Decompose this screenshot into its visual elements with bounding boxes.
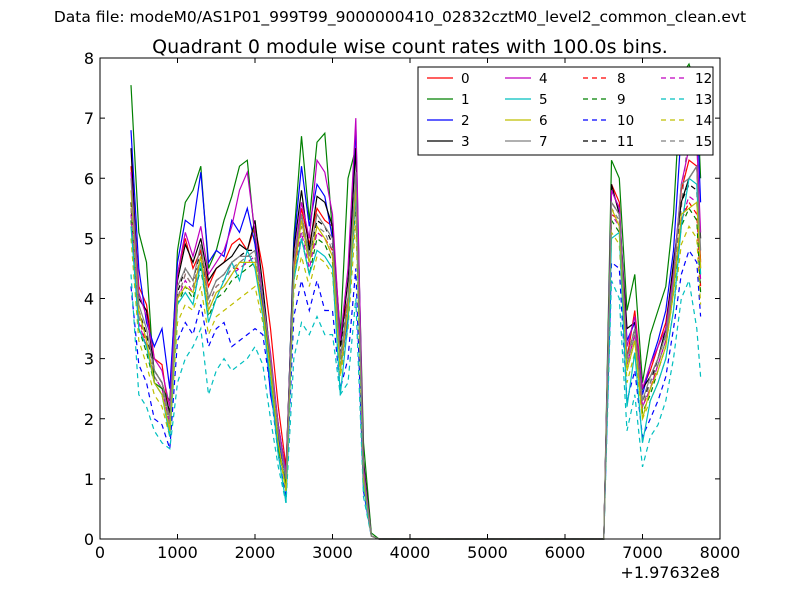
legend-label-6: 6 bbox=[539, 113, 548, 129]
series-11-line bbox=[130, 178, 702, 540]
legend-label-13: 13 bbox=[695, 92, 712, 108]
x-offset-text: +1.97632e8 bbox=[620, 563, 720, 582]
legend-label-5: 5 bbox=[539, 92, 548, 108]
legend-label-15: 15 bbox=[695, 134, 712, 150]
y-tick-label: 8 bbox=[84, 49, 94, 68]
series-13-line bbox=[130, 274, 702, 540]
figure-suptitle: Data file: modeM0/AS1P01_999T99_90000004… bbox=[53, 8, 747, 26]
series-10-line bbox=[130, 249, 702, 540]
series-9-line bbox=[130, 202, 702, 540]
legend-label-8: 8 bbox=[617, 71, 626, 87]
y-tick-label: 1 bbox=[84, 470, 94, 489]
y-tick-label: 0 bbox=[84, 530, 94, 549]
legend-label-9: 9 bbox=[617, 92, 626, 108]
legend-label-3: 3 bbox=[461, 134, 470, 150]
legend-label-7: 7 bbox=[539, 134, 548, 150]
series-3-line bbox=[130, 148, 702, 540]
legend-label-12: 12 bbox=[695, 71, 712, 87]
series-15-line bbox=[130, 122, 702, 540]
x-tick-label: 1000 bbox=[157, 543, 198, 562]
x-tick-label: 8000 bbox=[700, 543, 741, 562]
y-tick-label: 3 bbox=[84, 350, 94, 369]
x-tick-label: 2000 bbox=[235, 543, 276, 562]
series-layer bbox=[130, 62, 702, 540]
y-tick-label: 4 bbox=[84, 290, 94, 309]
x-tick-label: 6000 bbox=[545, 543, 586, 562]
legend-label-1: 1 bbox=[461, 92, 470, 108]
series-6-line bbox=[130, 184, 702, 540]
legend-label-0: 0 bbox=[461, 71, 470, 87]
legend-label-10: 10 bbox=[617, 113, 634, 129]
tick-layer: 0 1000 2000 3000 4000 5000 6000 7000 80000123456… bbox=[84, 49, 741, 562]
series-14-line bbox=[130, 220, 702, 540]
y-tick-label: 5 bbox=[84, 229, 94, 248]
x-tick-label: 0 bbox=[95, 543, 105, 562]
x-tick-label: 5000 bbox=[467, 543, 508, 562]
legend-box bbox=[417, 66, 714, 156]
series-1-line bbox=[130, 62, 702, 540]
legend-label-11: 11 bbox=[617, 134, 634, 150]
y-tick-label: 7 bbox=[84, 109, 94, 128]
series-8-line bbox=[130, 190, 702, 540]
y-tick-label: 2 bbox=[84, 410, 94, 429]
x-tick-label: 3000 bbox=[312, 543, 353, 562]
y-tick-label: 6 bbox=[84, 169, 94, 188]
x-tick-label: 7000 bbox=[622, 543, 663, 562]
series-7-line bbox=[130, 164, 702, 540]
legend-label-2: 2 bbox=[461, 113, 470, 129]
x-tick-label: 4000 bbox=[390, 543, 431, 562]
series-5-line bbox=[130, 177, 702, 540]
legend-label-14: 14 bbox=[695, 113, 712, 129]
series-12-line bbox=[130, 195, 702, 540]
legend-label-4: 4 bbox=[539, 71, 548, 87]
series-4-line bbox=[130, 118, 702, 540]
chart-title: Quadrant 0 module wise count rates with … bbox=[152, 36, 668, 58]
